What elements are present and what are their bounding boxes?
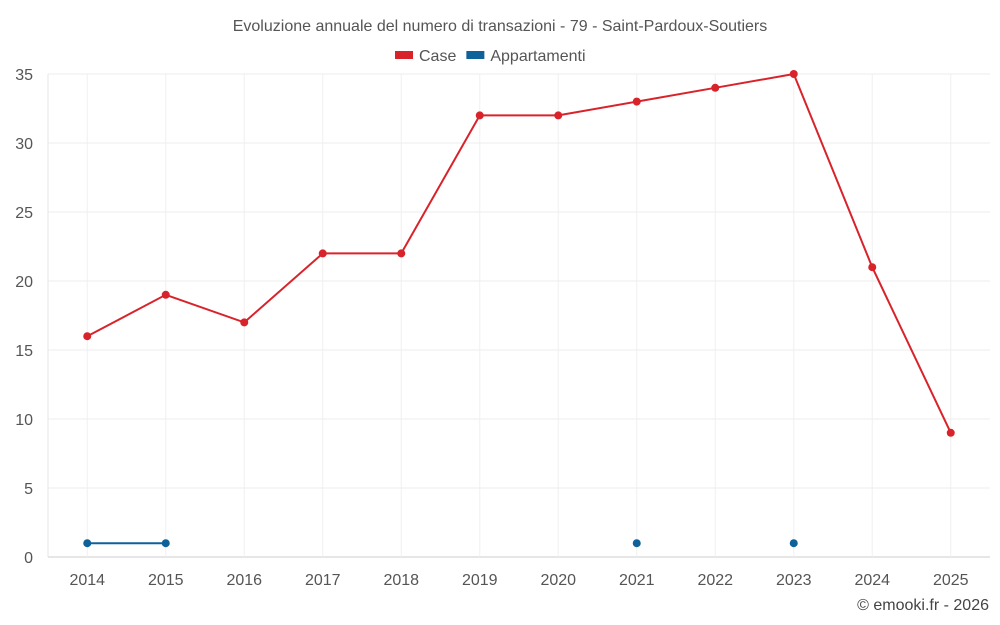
- y-tick-label: 10: [15, 412, 33, 429]
- data-point[interactable]: [632, 97, 641, 106]
- legend-label: Appartamenti: [490, 48, 585, 65]
- x-tick-label: 2015: [148, 572, 184, 589]
- data-point[interactable]: [632, 539, 641, 548]
- legend-swatch: [466, 51, 485, 59]
- data-point[interactable]: [83, 539, 92, 548]
- x-tick-label: 2024: [854, 572, 890, 589]
- data-point[interactable]: [789, 539, 798, 548]
- data-point[interactable]: [789, 70, 798, 78]
- credit: © emooki.fr - 2026: [857, 597, 989, 614]
- data-point[interactable]: [475, 111, 484, 120]
- legend-label: Case: [419, 48, 456, 65]
- y-tick-label: 5: [24, 481, 33, 498]
- data-point[interactable]: [161, 539, 170, 548]
- x-tick-label: 2016: [226, 572, 262, 589]
- x-tick-label: 2023: [776, 572, 812, 589]
- x-tick-label: 2019: [462, 572, 498, 589]
- y-tick-label: 25: [15, 205, 33, 222]
- x-tick-label: 2018: [383, 572, 419, 589]
- data-point[interactable]: [946, 428, 955, 437]
- grid: [48, 73, 990, 558]
- data-point[interactable]: [711, 83, 720, 92]
- y-tick-label: 30: [15, 136, 33, 153]
- x-tick-label: 2014: [69, 572, 105, 589]
- series: [83, 70, 955, 548]
- legend-swatch: [395, 51, 413, 59]
- x-tick-label: 2022: [697, 572, 733, 589]
- data-point[interactable]: [554, 111, 563, 120]
- data-point[interactable]: [240, 318, 249, 327]
- data-point[interactable]: [868, 263, 877, 272]
- legend-item-case[interactable]: Case: [395, 48, 456, 65]
- series-line: [86, 72, 952, 434]
- legend-item-appartamenti[interactable]: Appartamenti: [466, 48, 586, 65]
- series-appartamenti: [83, 539, 798, 548]
- series-case: [83, 70, 955, 437]
- x-tick-label: 2025: [933, 572, 969, 589]
- x-tick-label: 2020: [540, 572, 576, 589]
- y-tick-label: 20: [15, 274, 33, 291]
- y-tick-label: 0: [24, 550, 33, 567]
- y-tick-label: 35: [15, 67, 33, 84]
- x-tick-label: 2017: [305, 572, 341, 589]
- y-tick-label: 15: [15, 343, 33, 360]
- legend: Case Appartamenti: [395, 48, 586, 65]
- data-point[interactable]: [318, 249, 327, 258]
- data-point[interactable]: [83, 332, 92, 341]
- x-tick-label: 2021: [619, 572, 655, 589]
- data-point[interactable]: [397, 249, 406, 258]
- data-point[interactable]: [161, 290, 170, 299]
- chart-title: Evoluzione annuale del numero di transaz…: [233, 18, 768, 35]
